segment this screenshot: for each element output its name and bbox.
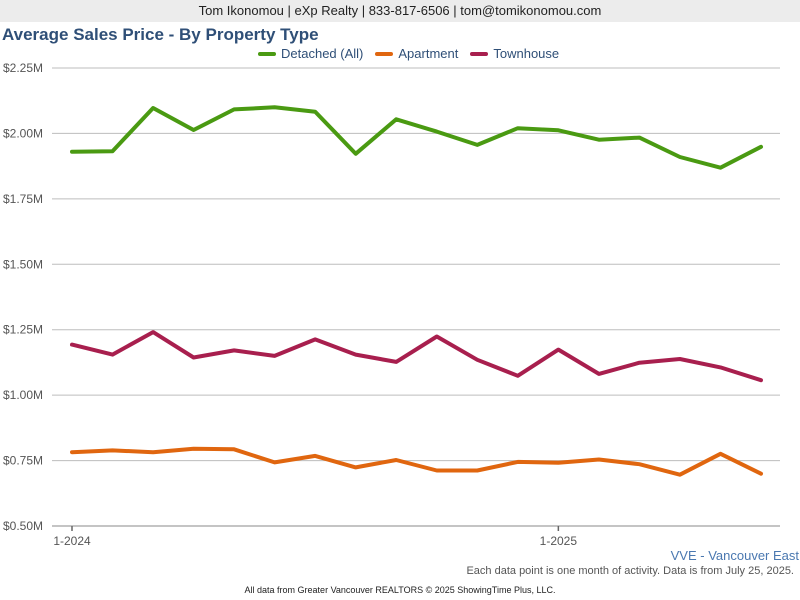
legend-item-apartment: Apartment [375, 46, 458, 61]
region-label[interactable]: VVE - Vancouver East [670, 548, 799, 563]
y-tick-label: $2.25M [3, 61, 43, 75]
y-tick-label: $1.50M [3, 257, 43, 271]
data-note: Each data point is one month of activity… [466, 565, 794, 577]
y-tick-label: $1.25M [3, 323, 43, 337]
series-line-detached [70, 105, 763, 170]
legend-swatch-detached [258, 51, 276, 56]
line-chart: $0.50M $0.75M $1.00M $1.25M $1.50M $1.75M $2.0… [3, 61, 780, 548]
y-tick-label: $1.75M [3, 192, 43, 206]
x-tick-label: 1-2024 [53, 534, 91, 548]
series-line-apartment [70, 446, 763, 477]
legend-swatch-apartment [375, 51, 394, 56]
chart-title: Average Sales Price - By Property Type [2, 25, 319, 44]
footer-credit: All data from Greater Vancouver REALTORS… [244, 585, 556, 595]
y-tick-label: $1.00M [3, 388, 43, 402]
y-tick-label: $0.50M [3, 519, 43, 533]
contact-header: Tom Ikonomou | eXp Realty | 833-817-6506… [0, 0, 800, 22]
y-tick-label: $2.00M [3, 126, 43, 140]
legend-label-townhouse: Townhouse [493, 46, 560, 61]
legend-label-detached: Detached (All) [281, 46, 364, 61]
legend-item-townhouse: Townhouse [470, 46, 559, 61]
legend-item-detached: Detached (All) [258, 46, 363, 61]
series-line-townhouse [70, 330, 763, 383]
legend-label-apartment: Apartment [398, 46, 459, 61]
x-tick-label: 1-2025 [540, 534, 578, 548]
chart-legend: Detached (All) Apartment Townhouse [258, 46, 571, 61]
legend-swatch-townhouse [470, 51, 489, 56]
y-tick-label: $0.75M [3, 454, 43, 468]
